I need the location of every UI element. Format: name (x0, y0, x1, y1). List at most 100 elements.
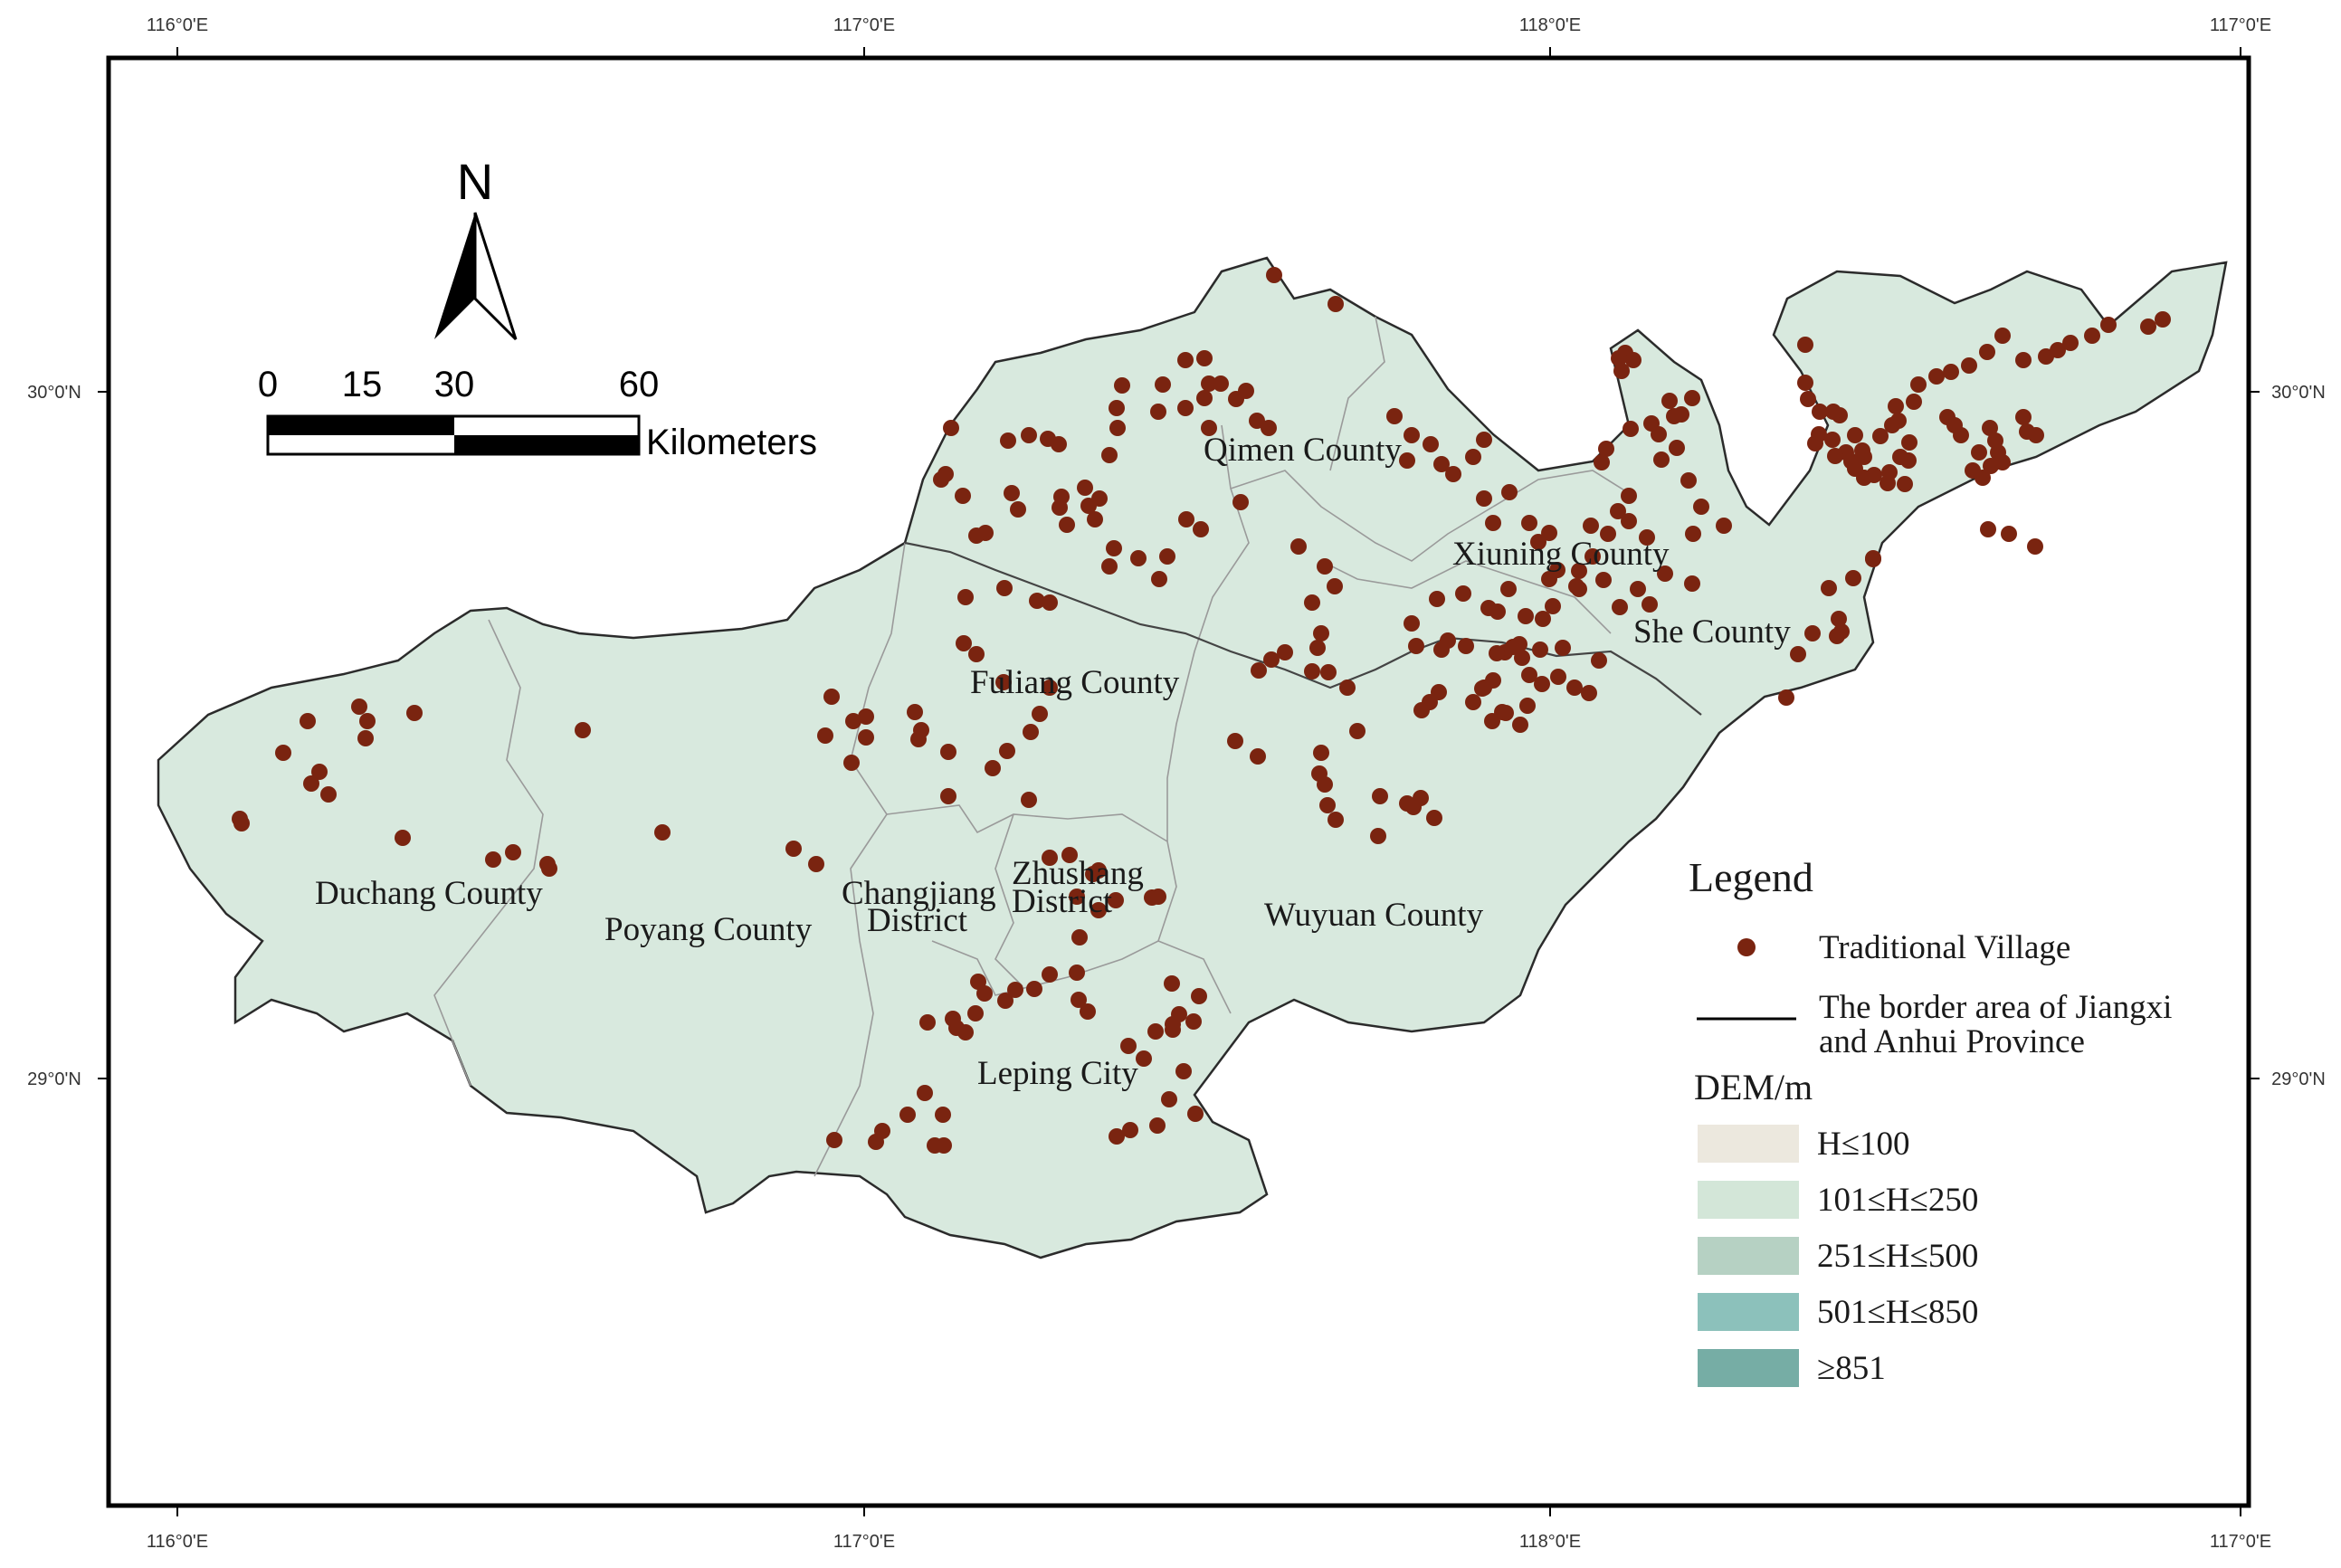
village-marker (977, 525, 994, 541)
village-marker (1177, 352, 1194, 368)
village-marker (1530, 534, 1546, 550)
village-marker (1943, 364, 1959, 380)
village-marker (1476, 490, 1492, 507)
village-marker (1514, 650, 1530, 666)
scale-bar: 0 15 30 60 Kilometers (258, 365, 817, 462)
village-marker (1610, 503, 1626, 519)
village-marker (1661, 393, 1678, 409)
village-marker (1290, 538, 1307, 555)
village-marker (406, 705, 423, 721)
village-marker (1021, 427, 1037, 443)
village-marker (1825, 404, 1841, 420)
village-marker (1059, 517, 1075, 533)
village-marker (1319, 797, 1336, 813)
village-marker (2001, 526, 2017, 542)
village-marker (1630, 581, 1646, 597)
village-marker (997, 993, 1013, 1009)
scale-tick-30: 30 (434, 365, 475, 404)
legend: Legend Traditional Village The border ar… (1689, 854, 2172, 1387)
village-marker (1666, 408, 1682, 424)
village-marker (843, 755, 860, 771)
label-changjiang-line1: Changjiang (842, 875, 996, 912)
village-marker (1150, 889, 1166, 905)
village-marker (1114, 377, 1130, 394)
label-she: She County (1633, 613, 1791, 651)
village-marker (1149, 1117, 1166, 1134)
village-marker (1004, 485, 1020, 501)
village-marker (1594, 454, 1610, 470)
village-marker (1087, 511, 1103, 527)
village-marker (1042, 966, 1058, 983)
village-marker (1266, 267, 1282, 283)
legend-title: Legend (1689, 854, 1813, 900)
traditional-villages (232, 267, 2171, 1154)
label-xiuning: Xiuning County (1452, 536, 1670, 573)
village-marker (1147, 1023, 1164, 1040)
village-marker (1642, 596, 1658, 613)
village-marker (1865, 550, 1881, 566)
village-marker (357, 730, 374, 746)
village-marker (311, 764, 328, 780)
village-marker (1136, 1050, 1152, 1067)
village-marker (1621, 488, 1637, 504)
village-marker (395, 830, 411, 846)
village-marker (1101, 447, 1118, 463)
village-marker (1571, 563, 1587, 579)
village-marker (1568, 578, 1584, 594)
village-marker (933, 471, 949, 488)
village-marker (1445, 466, 1461, 482)
graticule-right-1: 30°0'N (2271, 383, 2326, 403)
village-marker (1193, 521, 1209, 537)
village-marker (1465, 694, 1481, 710)
village-marker (858, 708, 874, 725)
village-marker (1161, 1091, 1177, 1107)
village-marker (1489, 603, 1506, 620)
village-marker (1790, 646, 1806, 662)
village-marker (1159, 548, 1175, 565)
village-marker (1975, 470, 1991, 486)
village-marker (1824, 432, 1841, 448)
village-marker (1598, 441, 1614, 457)
label-fuliang: Fuliang County (970, 664, 1180, 701)
village-marker (858, 729, 874, 746)
legend-village-label: Traditional Village (1819, 929, 2070, 966)
graticule-bottom-3: 118°0'E (1519, 1532, 1581, 1552)
village-marker (1680, 472, 1697, 489)
village-marker (1010, 501, 1026, 518)
village-marker (1061, 847, 1078, 863)
label-leping: Leping City (977, 1055, 1138, 1092)
village-marker (1431, 684, 1447, 700)
village-marker (1897, 476, 1913, 492)
village-marker (1413, 702, 1430, 718)
village-marker (1854, 442, 1870, 459)
village-marker (1669, 440, 1685, 456)
village-marker (970, 974, 986, 990)
village-marker (1339, 679, 1356, 696)
village-marker (1109, 400, 1125, 416)
village-marker (1023, 724, 1039, 740)
village-marker (1423, 436, 1439, 452)
village-marker (1201, 420, 1217, 436)
legend-dem-swatch (1698, 1293, 1799, 1331)
village-marker (1213, 375, 1229, 392)
village-marker (1611, 350, 1627, 366)
village-marker (1901, 434, 1918, 451)
village-marker (1821, 580, 1837, 596)
village-marker (899, 1107, 916, 1123)
graticule-bottom-4: 117°0'E (2210, 1532, 2271, 1552)
village-marker (1485, 515, 1501, 531)
village-marker (1613, 363, 1630, 379)
village-marker (1465, 449, 1481, 465)
village-marker (1657, 565, 1673, 582)
legend-dem-swatch (1698, 1181, 1799, 1219)
village-marker (1534, 676, 1550, 692)
village-marker (1261, 420, 1277, 436)
village-marker (1804, 625, 1821, 641)
village-marker (1007, 982, 1023, 998)
village-marker (275, 745, 291, 761)
village-marker (1426, 810, 1442, 826)
legend-border-label-1: The border area of Jiangxi (1819, 989, 2172, 1026)
legend-dem-label: ≥851 (1817, 1350, 1886, 1387)
village-marker (1370, 828, 1386, 844)
village-marker (996, 580, 1013, 596)
